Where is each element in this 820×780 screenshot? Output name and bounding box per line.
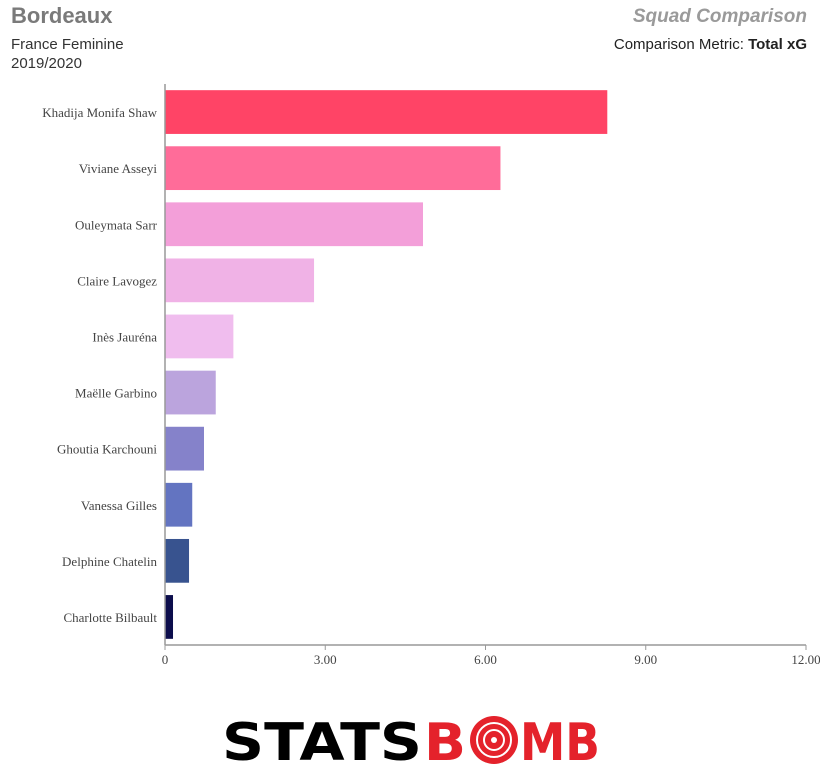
y-tick-label: Charlotte Bilbault [63, 610, 157, 625]
y-tick-label: Vanessa Gilles [81, 498, 157, 513]
season-label: 2019/2020 [11, 55, 82, 72]
bar [165, 370, 216, 415]
chart-title: Squad Comparison [632, 6, 807, 27]
bar-chart: Khadija Monifa Shaw Viviane Asseyi Ouleyma… [42, 84, 820, 667]
y-tick-label: Khadija Monifa Shaw [42, 105, 157, 120]
bar [165, 482, 193, 527]
y-tick-label: Ouleymata Sarr [75, 217, 158, 232]
y-tick-label: Viviane Asseyi [79, 161, 158, 176]
bar [165, 146, 501, 191]
x-tick-label: 12.00 [791, 652, 820, 667]
logo-text-b: B [424, 713, 466, 770]
bar [165, 538, 190, 583]
metric-value: Total xG [748, 36, 807, 53]
competition-label: France Feminine [11, 36, 124, 53]
x-tick-label: 3.00 [314, 652, 337, 667]
x-tick-label: 0 [162, 652, 169, 667]
statsbomb-logo: STATS B MB [222, 713, 600, 770]
logo-text-mb: MB [520, 713, 600, 770]
x-tick-label: 9.00 [634, 652, 657, 667]
bar [165, 202, 424, 247]
bar [165, 426, 204, 471]
y-tick-label: Claire Lavogez [77, 273, 157, 288]
bar [165, 258, 315, 303]
bar [165, 90, 608, 134]
logo-text-stats: STATS [222, 713, 422, 770]
bar [165, 314, 234, 359]
metric-label: Comparison Metric: [613, 36, 744, 53]
y-tick-label: Delphine Chatelin [62, 554, 157, 569]
bomb-target-icon [470, 716, 518, 764]
comparison-metric: Comparison Metric: Total xG [614, 36, 807, 53]
y-tick-label: Maëlle Garbino [75, 386, 157, 401]
y-tick-label: Inès Jauréna [92, 329, 157, 344]
y-tick-label: Ghoutia Karchouni [57, 442, 157, 457]
team-title: Bordeaux [11, 3, 113, 28]
x-tick-label: 6.00 [474, 652, 497, 667]
bar [165, 595, 174, 639]
